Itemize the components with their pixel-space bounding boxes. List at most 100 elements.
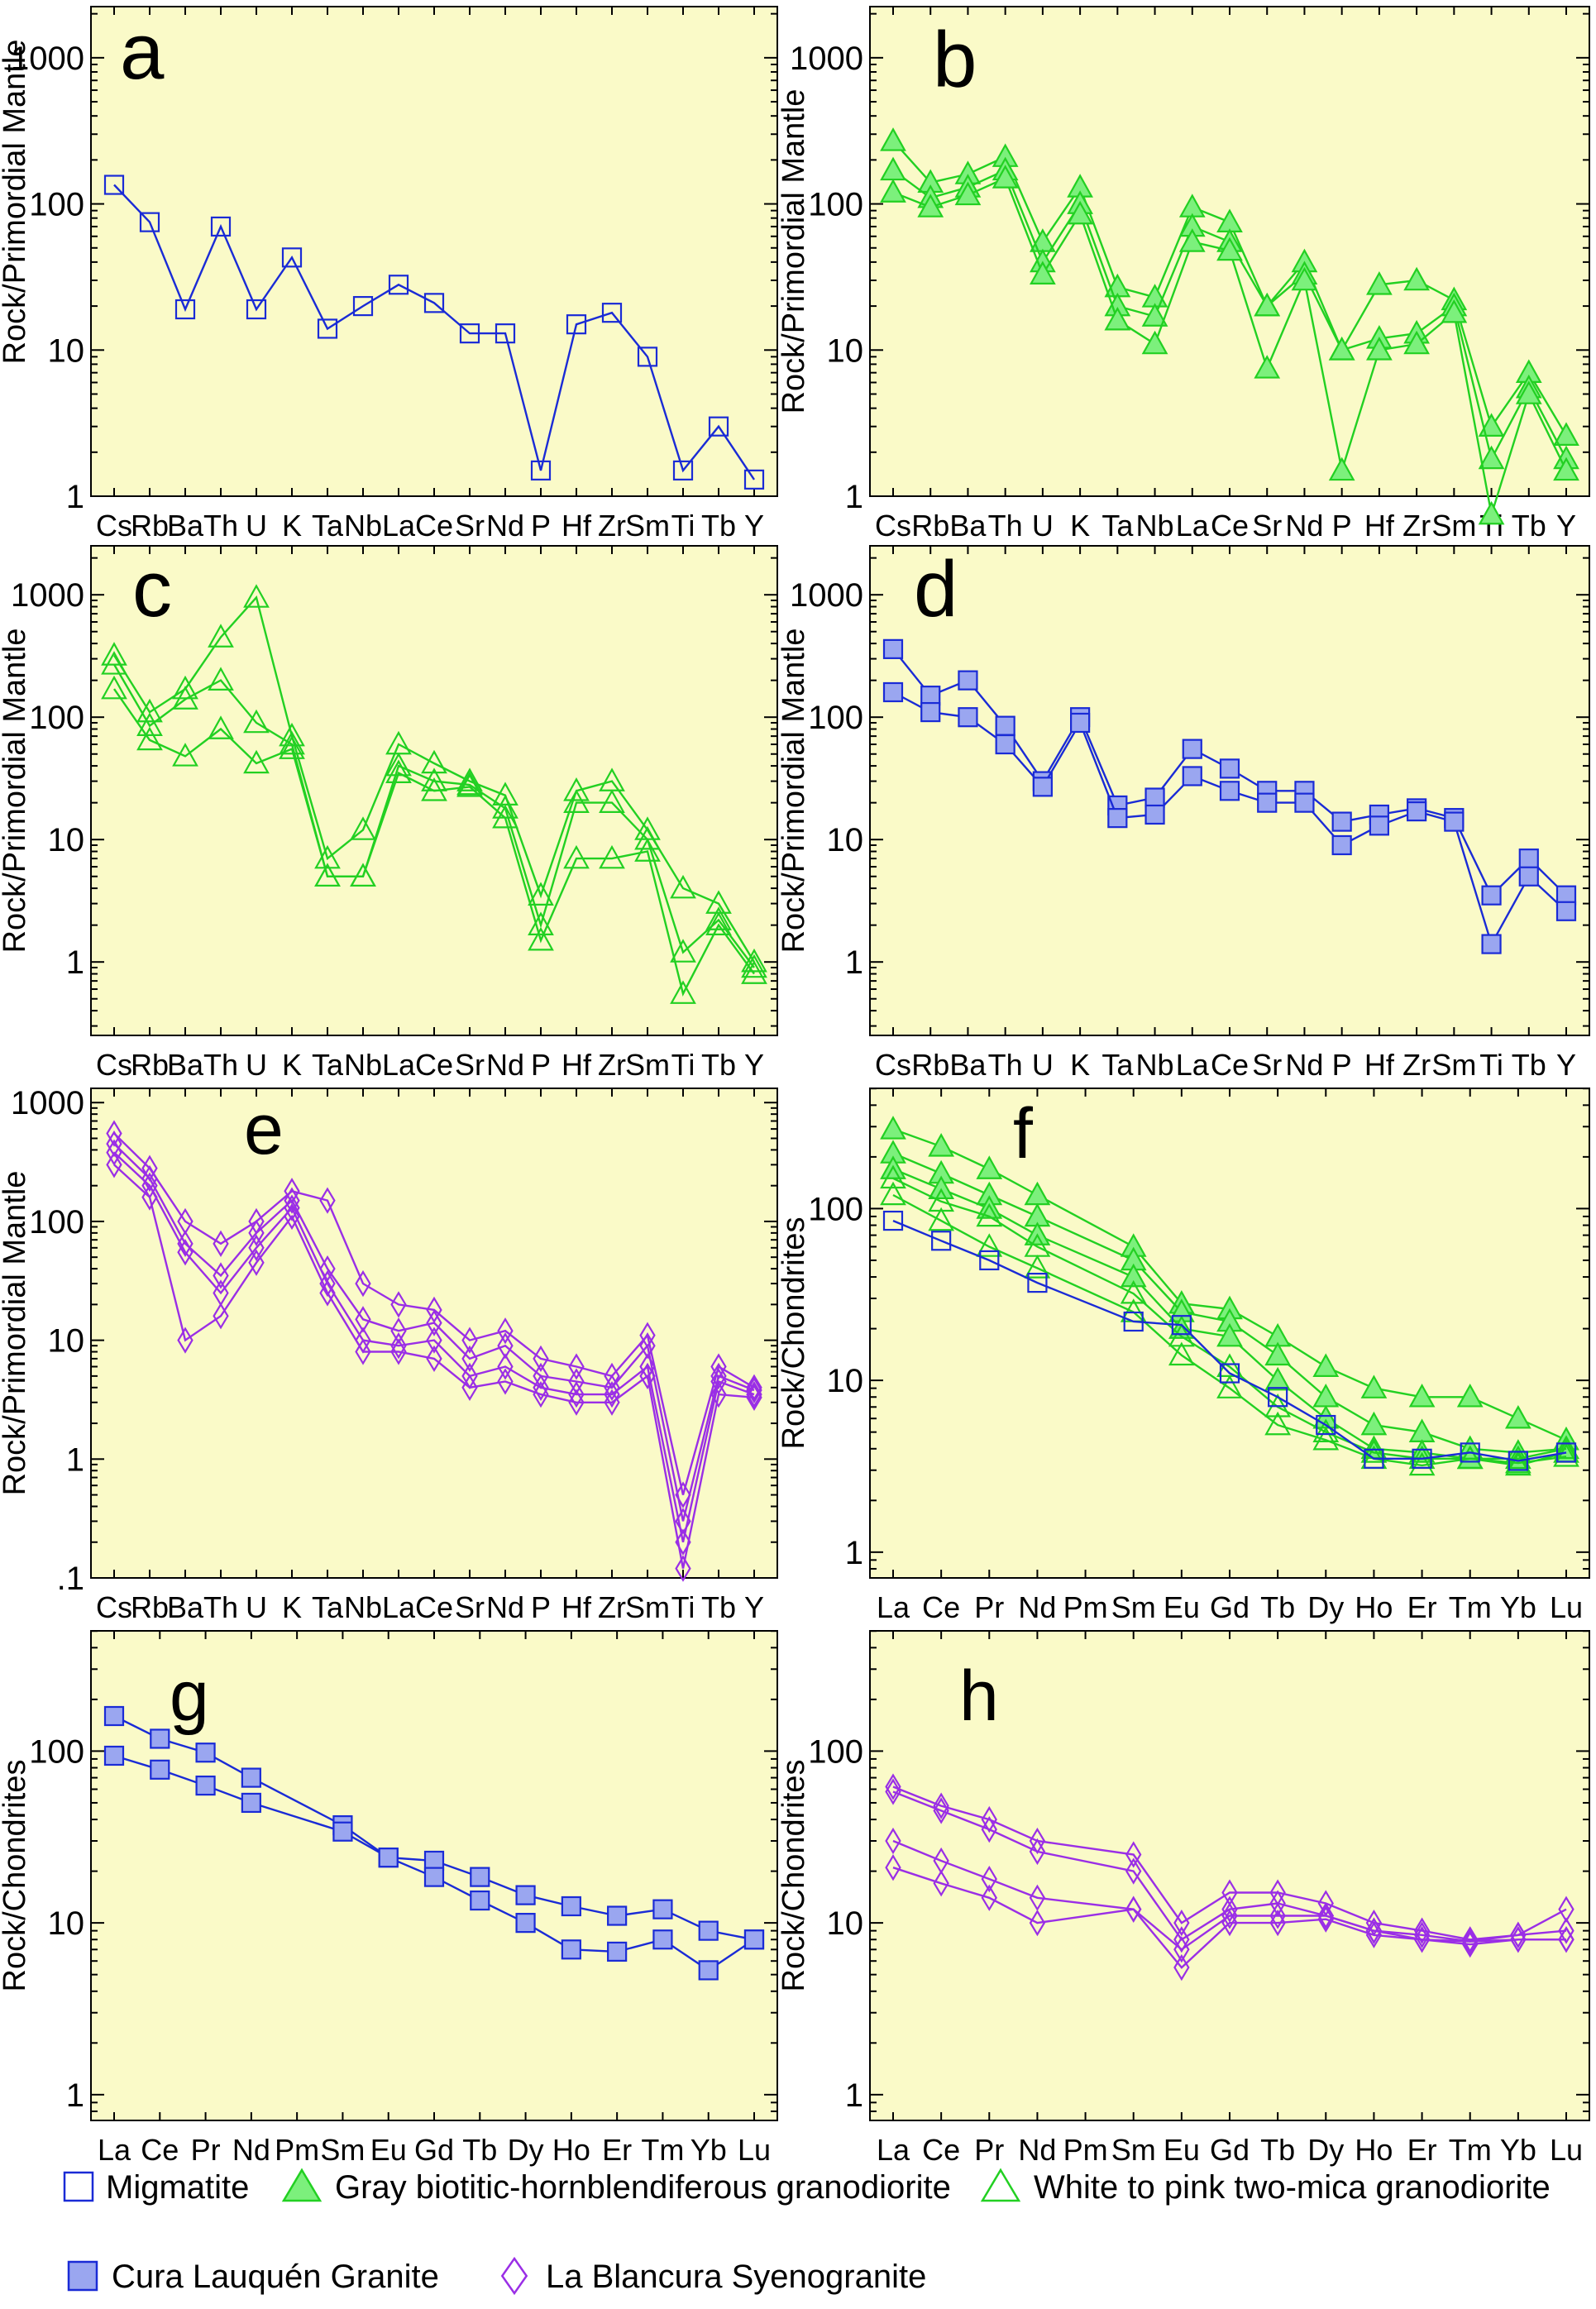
data-point (136, 712, 163, 736)
data-point (1413, 1921, 1431, 1948)
data-point (1125, 1895, 1142, 1923)
data-point (515, 1913, 536, 1934)
series-1 (103, 1745, 765, 1981)
data-point (1219, 781, 1240, 801)
data-point (248, 1234, 265, 1261)
data-point (1456, 1383, 1484, 1408)
data-point (1024, 1255, 1051, 1279)
x-tick-label: Tb (1260, 2133, 1295, 2167)
series-3 (885, 1854, 1574, 1982)
data-point (533, 1380, 549, 1408)
data-point (928, 1207, 955, 1231)
series-1 (882, 681, 1577, 954)
data-point (350, 863, 376, 887)
y-tick-label: .1 (57, 1561, 84, 1597)
data-point (492, 804, 518, 829)
x-tick-label: P (531, 509, 551, 543)
data-point (497, 1332, 514, 1360)
data-point (995, 734, 1015, 755)
data-point (1366, 337, 1393, 361)
y-tick-label: 10 (827, 822, 864, 858)
data-point (880, 1116, 906, 1140)
data-point (743, 1929, 765, 1950)
x-tick-label: Gd (1210, 1590, 1250, 1624)
data-point (1456, 1445, 1484, 1470)
data-point (456, 767, 483, 791)
data-point (1462, 1928, 1479, 1955)
data-point (106, 1151, 122, 1178)
x-tick-label: Tb (462, 2133, 497, 2167)
data-point (177, 1327, 194, 1354)
data-point (958, 707, 978, 728)
x-tick-label: Er (602, 2133, 632, 2167)
data-point (426, 1345, 442, 1373)
data-point (1123, 1311, 1144, 1332)
data-point (1030, 261, 1056, 284)
series-line (892, 1177, 1567, 1465)
data-point (1257, 792, 1278, 813)
series-line (113, 1143, 755, 1522)
data-point (208, 624, 234, 648)
x-tick-label: U (1032, 1048, 1054, 1082)
data-point (1216, 1322, 1243, 1347)
data-point (243, 584, 270, 608)
x-tick-label: Dy (508, 2133, 544, 2167)
chart-panel-h: 100 10 1 Rock/Chondrites La Ce Pr Nd Pm Sm Eu Gd Tb D… (776, 1630, 1590, 2167)
legend-label: La Blancura Syenogranite (546, 2259, 926, 2295)
data-point (1182, 739, 1202, 759)
y-tick-label: 1000 (790, 41, 863, 77)
x-tick-label: U (1032, 509, 1054, 543)
data-point (981, 1805, 997, 1833)
data-point (456, 773, 483, 797)
x-tick-label: Yb (690, 2133, 727, 2167)
data-point (1518, 849, 1539, 869)
data-point (670, 939, 696, 963)
data-point (1029, 1884, 1046, 1911)
x-tick-label: Tb (701, 509, 736, 543)
data-point (1364, 1448, 1384, 1469)
plot-area (869, 1630, 1590, 2121)
x-tick-label: U (246, 1590, 267, 1624)
data-point (1264, 1341, 1292, 1366)
data-point (882, 638, 904, 659)
x-tick-label: Nd (486, 1590, 524, 1624)
data-point (177, 1239, 194, 1266)
x-tick-label: Gd (414, 2133, 454, 2167)
data-point (958, 670, 978, 691)
data-point (515, 1885, 536, 1905)
data-point (426, 1309, 442, 1336)
series-0 (880, 1116, 1579, 1451)
data-point (241, 1792, 261, 1814)
series-line (112, 595, 756, 963)
x-tick-label: Ho (1355, 1590, 1393, 1624)
data-point (639, 1362, 656, 1390)
x-tick-label: Nb (344, 1048, 382, 1082)
y-axis-label: Rock/Chondrites (0, 1760, 32, 1992)
y-axis-label: Rock/Primordial Mantle (776, 89, 811, 414)
x-tick-label: Ba (949, 1048, 987, 1082)
x-tick-label: P (531, 1590, 551, 1624)
data-point (421, 777, 447, 801)
x-tick-label: Rb (911, 509, 949, 543)
series-line (113, 1164, 755, 1569)
data-point (319, 1187, 336, 1214)
data-point (639, 1332, 656, 1360)
data-point (698, 1960, 719, 1981)
x-tick-label: La (98, 2133, 131, 2167)
data-point (746, 1376, 762, 1404)
data-point (1312, 1426, 1340, 1451)
x-tick-label: Lu (1550, 2133, 1583, 2167)
data-point (103, 1705, 125, 1727)
x-tick-label: Sm (1431, 509, 1476, 543)
data-point (1360, 1439, 1388, 1463)
x-tick-label: Cs (875, 1048, 911, 1082)
x-tick-label: Eu (1164, 2133, 1200, 2167)
y-tick-label: 1 (845, 1535, 863, 1571)
x-tick-label: Pm (275, 2133, 319, 2167)
chart-panel-f: 100 10 1 Rock/Chondrites La Ce Pr Nd Pm Sm Eu Gd Tb D… (776, 1088, 1590, 1624)
data-point (746, 1380, 762, 1408)
data-point (314, 863, 341, 887)
data-point (1219, 758, 1240, 779)
series-5 (882, 1210, 1577, 1471)
data-point (882, 681, 904, 703)
